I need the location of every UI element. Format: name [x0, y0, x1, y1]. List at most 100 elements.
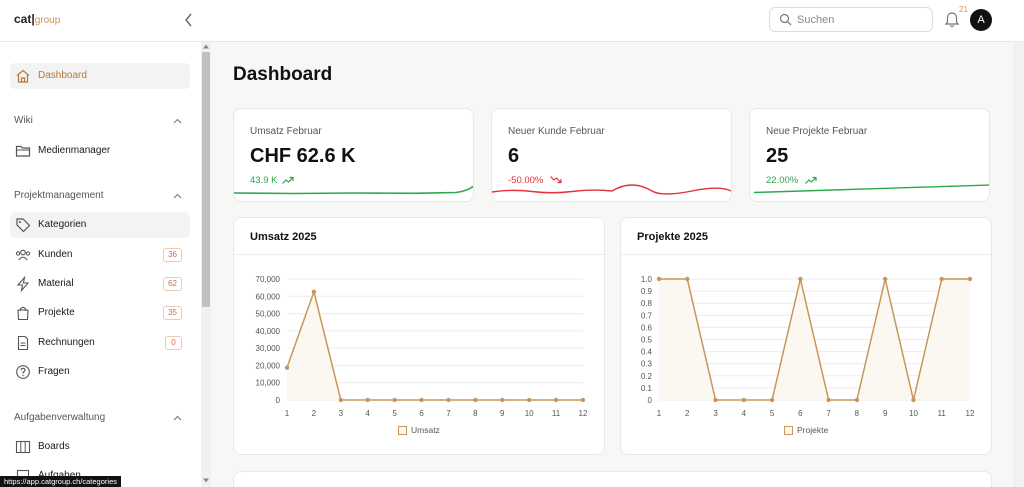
sidebar-item-projekte[interactable]: Projekte 35	[10, 300, 190, 326]
question-circle-icon	[16, 365, 30, 379]
y-tick-label: 20,000	[256, 361, 281, 370]
bell-icon[interactable]	[944, 11, 960, 29]
y-tick-label: 0.3	[641, 360, 653, 369]
y-tick-label: 70,000	[256, 275, 281, 284]
sidebar-item-boards[interactable]: Boards	[10, 434, 190, 460]
count-badge: 62	[163, 277, 182, 291]
x-tick-label: 9	[500, 409, 505, 418]
legend-swatch	[784, 426, 793, 435]
y-tick-label: 0.1	[641, 384, 653, 393]
chevron-up-icon[interactable]	[173, 118, 182, 124]
data-point	[769, 397, 775, 403]
sidebar-item-rechnungen[interactable]: Rechnungen 0	[10, 330, 190, 356]
page-title: Dashboard	[233, 64, 333, 85]
trend-up-icon	[282, 176, 294, 184]
x-tick-label: 1	[657, 409, 662, 418]
y-tick-label: 50,000	[256, 310, 281, 319]
x-tick-label: 11	[938, 409, 947, 418]
logo-text-cat: cat	[14, 12, 32, 26]
page-scrollbar[interactable]	[1013, 42, 1024, 487]
x-tick-label: 10	[525, 409, 534, 418]
logo[interactable]: cat|group	[14, 12, 60, 26]
sidebar-item-label: Boards	[38, 441, 70, 452]
notification-count: 21	[959, 5, 968, 14]
x-tick-label: 10	[909, 409, 918, 418]
chart-projekte-plot: 00.10.20.30.40.50.60.70.80.91.01 2 3 4 5 6 7 8 9…	[641, 275, 975, 418]
y-tick-label: 0.8	[641, 299, 653, 308]
kpi-value: CHF 62.6 K	[250, 145, 356, 167]
status-bar-url: https://app.catgroup.ch/categories	[0, 476, 121, 487]
kpi-sparkline	[234, 185, 473, 195]
data-point	[580, 397, 586, 403]
folder-icon	[15, 145, 31, 157]
document-icon	[17, 335, 29, 351]
sidebar-item-kunden[interactable]: Kunden 36	[10, 242, 190, 268]
y-tick-label: 60,000	[256, 292, 281, 301]
sidebar-scrollbar-thumb[interactable]	[202, 52, 210, 307]
kpi-title: Umsatz Februar	[250, 126, 322, 137]
data-point	[967, 276, 973, 282]
data-point	[500, 397, 505, 403]
y-tick-label: 0.7	[641, 311, 653, 320]
chart-title: Umsatz 2025	[250, 231, 317, 243]
legend-label: Umsatz	[411, 425, 440, 435]
sidebar-item-fragen[interactable]: Fragen	[10, 359, 190, 385]
x-tick-label: 2	[685, 409, 690, 418]
x-tick-label: 8	[473, 409, 478, 418]
sidebar-item-label: Kunden	[38, 249, 73, 260]
chevron-up-icon[interactable]	[173, 415, 182, 421]
collapse-sidebar-icon[interactable]	[182, 11, 196, 29]
sidebar-item-medienmanager[interactable]: Medienmanager	[10, 138, 190, 164]
chart-card-umsatz: Umsatz 2025 0 10,000 20,000 30,000 40,000 50,…	[233, 217, 605, 455]
trend-up-icon	[805, 176, 817, 184]
sidebar-item-label: Dashboard	[38, 70, 87, 81]
x-tick-label: 12	[579, 409, 588, 418]
chart-card-projekte: Projekte 2025 0 0.1 0.2 0.3 0.4 0.5 0.6 0.7 0.8 0…	[620, 217, 992, 455]
scroll-down-arrow-icon[interactable]	[203, 478, 209, 483]
sidebar-section-wiki[interactable]: Wiki	[14, 115, 33, 126]
kpi-value: 25	[766, 145, 789, 167]
y-tick-label: 0.6	[641, 323, 653, 332]
kpi-delta: -50.00%	[508, 175, 544, 186]
y-tick-label: 40,000	[256, 327, 281, 336]
sidebar-item-dashboard[interactable]: Dashboard	[10, 63, 190, 89]
count-badge: 36	[163, 248, 182, 262]
kpi-card-neue-projekte: Neue Projekte Februar 25 22.00%	[749, 108, 990, 202]
chevron-up-icon[interactable]	[173, 193, 182, 199]
tag-icon	[16, 218, 31, 233]
data-point	[854, 397, 860, 403]
series-line	[659, 278, 970, 401]
data-point	[939, 276, 944, 282]
logo-text-group: group	[34, 15, 61, 26]
sidebar-item-kategorien[interactable]: Kategorien	[10, 212, 190, 238]
x-tick-label: 11	[552, 409, 561, 418]
x-tick-label: 9	[883, 409, 888, 418]
x-tick-label: 6	[798, 409, 803, 418]
scroll-up-arrow-icon[interactable]	[203, 44, 209, 49]
sidebar-item-label: Kategorien	[38, 219, 87, 230]
current-projects-card	[233, 471, 992, 487]
search-box[interactable]	[769, 7, 933, 32]
sidebar-section-aufgabenverwaltung[interactable]: Aufgabenverwaltung	[14, 412, 106, 423]
sidebar-item-material[interactable]: Material 62	[10, 271, 190, 297]
kpi-title: Neuer Kunde Februar	[508, 126, 605, 137]
data-point	[311, 289, 317, 294]
home-icon	[16, 69, 30, 83]
data-point	[526, 397, 532, 403]
data-point	[392, 397, 397, 403]
data-point	[284, 365, 290, 370]
series-line	[286, 289, 583, 401]
y-tick-label: 0.2	[641, 372, 653, 381]
sidebar-item-label: Aufgaben	[38, 470, 81, 481]
kpi-sparkline	[492, 184, 731, 195]
x-tick-label: 6	[419, 409, 424, 418]
y-tick-label: 10,000	[256, 379, 281, 388]
search-input[interactable]	[797, 11, 927, 29]
data-point	[419, 397, 424, 403]
avatar[interactable]: A	[970, 9, 992, 31]
y-tick-label: 0.5	[641, 336, 653, 345]
kpi-card-umsatz: Umsatz Februar CHF 62.6 K 43.9 K	[233, 108, 474, 202]
data-point	[826, 397, 831, 403]
sidebar-section-projektmanagement[interactable]: Projektmanagement	[14, 190, 104, 201]
x-tick-label: 1	[285, 409, 290, 418]
